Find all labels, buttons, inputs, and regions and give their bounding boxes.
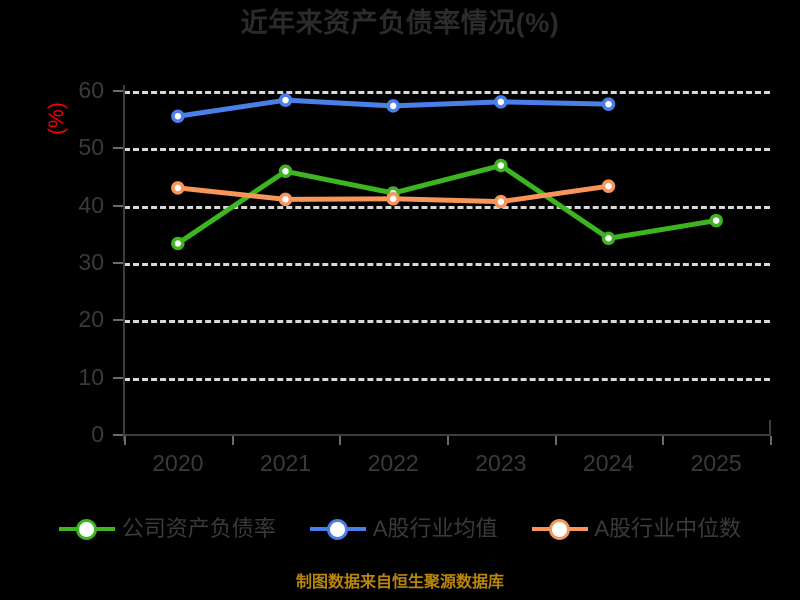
- x-axis-tick-label: 2023: [475, 450, 527, 476]
- y-axis-line: [123, 85, 125, 441]
- y-axis-unit-label: (%): [44, 102, 68, 135]
- data-point[interactable]: [709, 213, 723, 228]
- x-axis-tick: [231, 436, 234, 445]
- data-point[interactable]: [386, 99, 400, 113]
- data-point[interactable]: [171, 109, 185, 123]
- x-axis-tick: [770, 436, 772, 445]
- y-axis-tick-label: 20: [78, 306, 104, 333]
- y-axis-tick-label: 50: [78, 134, 104, 161]
- y-axis-tick-label: 0: [91, 421, 104, 447]
- legend-item-3[interactable]: A股行业中位数: [531, 516, 742, 542]
- footer-source-note: 制图数据来自恒生聚源数据库: [295, 574, 504, 591]
- y-axis-tick: [113, 147, 124, 150]
- data-point[interactable]: [278, 93, 293, 107]
- gridline: [124, 91, 770, 94]
- legend-marker-icon: [58, 516, 115, 542]
- x-axis-tick-label: 2024: [582, 450, 635, 476]
- x-axis-tick: [662, 436, 665, 445]
- data-point[interactable]: [494, 158, 508, 173]
- data-point[interactable]: [171, 236, 185, 251]
- x-axis-end-tick: [769, 420, 771, 436]
- x-axis-tick: [124, 436, 126, 445]
- legend-label: A股行业均值: [372, 516, 498, 541]
- series-line: [175, 97, 611, 119]
- data-point[interactable]: [171, 181, 185, 195]
- gridline: [124, 320, 770, 324]
- y-axis-tick: [113, 376, 124, 379]
- y-axis-tick-label: 30: [78, 249, 104, 275]
- gridline: [124, 148, 770, 152]
- y-axis-tick-label: 40: [78, 191, 104, 218]
- x-axis-tick-label: 2025: [690, 450, 742, 476]
- legend-label: 公司资产负债率: [121, 516, 276, 541]
- y-axis-tick: [113, 262, 124, 264]
- chart-legend: 公司资产负债率 A股行业均值 A股行业中位数: [0, 516, 800, 542]
- data-point[interactable]: [494, 95, 508, 109]
- x-axis-tick: [447, 436, 449, 445]
- y-axis-tick-label: 10: [78, 363, 104, 390]
- x-axis-tick: [554, 436, 557, 445]
- legend-item-2[interactable]: A股行业均值: [309, 516, 498, 542]
- legend-item-1[interactable]: 公司资产负债率: [58, 516, 276, 542]
- legend-marker-icon: [531, 516, 588, 542]
- y-axis-tick-label: 60: [78, 77, 104, 103]
- data-point[interactable]: [386, 186, 400, 200]
- series-line: [175, 163, 719, 247]
- y-axis-tick: [113, 434, 124, 436]
- legend-label: A股行业中位数: [594, 516, 742, 541]
- data-point[interactable]: [601, 97, 616, 111]
- data-point[interactable]: [386, 192, 400, 206]
- series-line: [175, 183, 611, 205]
- data-point[interactable]: [278, 164, 293, 179]
- gridline: [124, 205, 770, 209]
- legend-marker-icon: [309, 516, 366, 542]
- x-axis-tick-label: 2021: [259, 450, 312, 476]
- gridline: [124, 377, 770, 381]
- x-axis-tick: [339, 436, 342, 445]
- x-axis-tick-label: 2022: [367, 450, 419, 476]
- data-point[interactable]: [278, 192, 293, 207]
- legend-dot: [548, 519, 570, 540]
- legend-dot: [326, 519, 348, 540]
- y-axis-tick: [113, 319, 124, 322]
- y-axis-tick: [113, 90, 124, 92]
- page-title: 近年来资产负债率情况(%): [240, 8, 560, 38]
- legend-dot: [75, 519, 97, 540]
- data-point[interactable]: [601, 231, 616, 246]
- gridline: [124, 263, 770, 266]
- x-axis-tick-label: 2020: [152, 450, 204, 476]
- x-axis-line: [123, 434, 771, 436]
- data-point[interactable]: [601, 179, 616, 193]
- y-axis-tick: [113, 204, 124, 207]
